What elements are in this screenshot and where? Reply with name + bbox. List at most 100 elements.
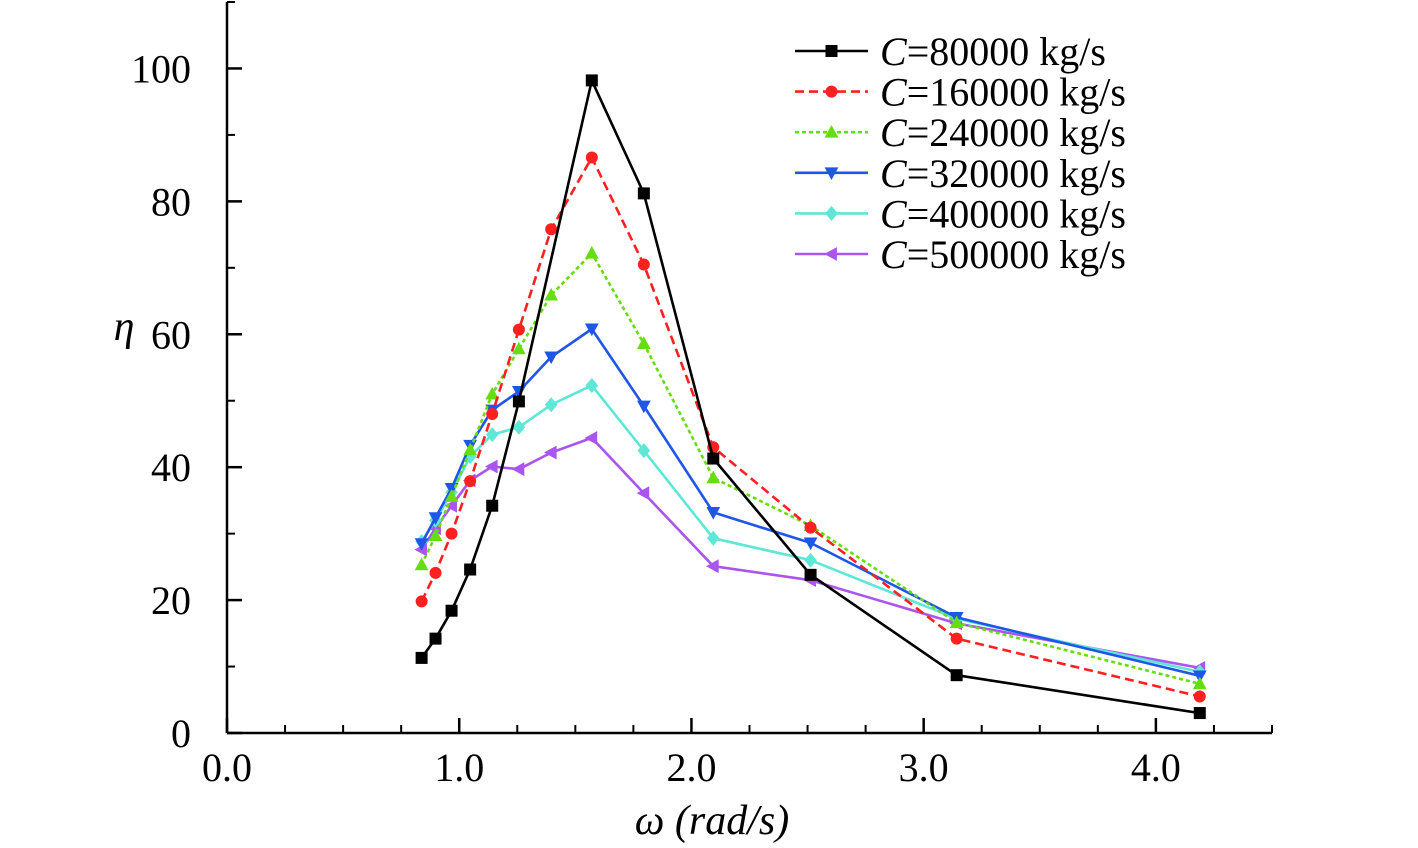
data-point-square — [445, 604, 458, 617]
y-tick-label: 20 — [151, 578, 191, 623]
data-point-square — [415, 651, 428, 664]
data-point-diamond — [512, 419, 526, 435]
legend-item: C=500000 kg/s — [795, 232, 1126, 277]
legend-label: C=500000 kg/s — [880, 232, 1126, 277]
data-point-circle — [429, 566, 442, 579]
legend-label-rest: =240000 kg/s — [907, 110, 1126, 155]
data-point-diamond — [585, 377, 599, 393]
legend-label: C=160000 kg/s — [880, 70, 1126, 115]
data-point-circle — [545, 223, 558, 236]
data-point-circle — [825, 85, 838, 98]
data-point-triangle-up — [512, 341, 526, 355]
data-point-triangle-left — [511, 462, 525, 477]
data-point-triangle-up — [463, 442, 478, 456]
legend-label-var: C — [880, 29, 908, 74]
data-point-circle — [804, 521, 817, 534]
y-tick-label: 0 — [171, 711, 191, 756]
x-tick-label: 4.0 — [1131, 745, 1181, 790]
x-tick-label: 2.0 — [666, 745, 716, 790]
legend-item: C=240000 kg/s — [795, 110, 1126, 155]
x-axis-title-text: ω (rad/s) — [635, 798, 790, 844]
legend-label-rest: =80000 kg/s — [907, 29, 1106, 74]
data-point-circle — [445, 527, 458, 540]
data-point-triangle-down — [803, 537, 818, 551]
data-point-triangle-left — [543, 445, 557, 460]
legend-item: C=80000 kg/s — [795, 29, 1106, 74]
data-point-triangle-up — [1192, 676, 1207, 690]
data-point-triangle-left — [444, 498, 457, 513]
series-1 — [415, 74, 1206, 720]
legend-label-rest: =320000 kg/s — [907, 151, 1126, 196]
legend-label-rest: =500000 kg/s — [907, 232, 1126, 277]
data-point-triangle-up — [428, 528, 443, 542]
data-point-square — [1193, 707, 1206, 720]
data-point-circle — [637, 258, 650, 271]
x-tick-label: 0.0 — [202, 745, 252, 790]
data-point-square — [707, 452, 720, 465]
data-point-triangle-down — [414, 538, 429, 551]
data-point-triangle-up — [636, 336, 651, 349]
legend-label-var: C — [880, 191, 908, 236]
data-point-square — [637, 187, 650, 200]
data-point-triangle-left — [584, 431, 598, 445]
legend-label-var: C — [880, 151, 908, 196]
legend-label: C=400000 kg/s — [880, 191, 1126, 236]
data-point-square — [825, 45, 838, 57]
axes: 0.0 1.0 2.0 3.0 4.0 0 20 40 60 80 100 — [131, 1, 1273, 790]
data-point-triangle-down — [824, 167, 839, 180]
data-point-circle — [585, 151, 598, 164]
y-tick-label: 80 — [151, 179, 191, 224]
data-point-triangle-left — [636, 486, 650, 500]
data-point-circle — [1193, 690, 1206, 703]
data-point-triangle-left — [824, 247, 837, 261]
data-point-triangle-left — [484, 459, 498, 474]
data-point-triangle-down — [428, 512, 443, 525]
y-tick-label: 100 — [131, 46, 191, 91]
legend-item: C=400000 kg/s — [795, 191, 1126, 236]
data-point-triangle-up — [544, 287, 559, 301]
legend-label: C=320000 kg/s — [880, 151, 1126, 196]
x-tick-label: 1.0 — [434, 745, 484, 790]
y-tick-label: 60 — [151, 312, 191, 357]
legend-item: C=320000 kg/s — [795, 151, 1126, 196]
data-point-triangle-up — [706, 470, 721, 484]
data-point-square — [486, 499, 499, 512]
data-point-circle — [512, 323, 525, 336]
y-axis-title: η — [114, 304, 135, 350]
legend: C=80000 kg/sC=160000 kg/sC=240000 kg/sC=… — [795, 29, 1126, 277]
data-point-triangle-down — [544, 351, 559, 365]
data-point-circle — [950, 632, 963, 645]
data-point-triangle-up — [824, 125, 839, 138]
legend-label-var: C — [880, 110, 908, 155]
data-point-triangle-down — [706, 506, 721, 520]
legend-item: C=160000 kg/s — [795, 70, 1126, 115]
series-line — [420, 327, 1201, 678]
series-3 — [414, 245, 1207, 690]
data-point-triangle-left — [706, 559, 719, 574]
data-point-square — [429, 632, 442, 645]
data-point-circle — [486, 408, 499, 421]
data-point-diamond — [825, 205, 838, 221]
y-tick-label: 40 — [151, 445, 191, 490]
data-point-diamond — [544, 397, 558, 413]
data-point-diamond — [637, 443, 651, 459]
series-4 — [414, 323, 1207, 684]
legend-label-var: C — [880, 232, 908, 277]
data-point-square — [950, 669, 963, 682]
legend-label: C=80000 kg/s — [880, 29, 1106, 74]
data-point-triangle-up — [949, 615, 964, 629]
legend-label-rest: =400000 kg/s — [907, 191, 1126, 236]
x-tick-label: 3.0 — [899, 745, 949, 790]
data-point-square — [464, 563, 477, 576]
data-point-square — [512, 395, 525, 408]
x-axis-title: ω (rad/s) — [635, 798, 790, 844]
data-point-triangle-up — [485, 386, 500, 400]
data-point-diamond — [485, 427, 499, 443]
data-point-circle — [464, 475, 477, 488]
data-point-triangle-down — [636, 400, 651, 414]
data-point-diamond — [706, 530, 720, 546]
data-point-triangle-up — [444, 489, 459, 502]
legend-label-rest: =160000 kg/s — [907, 70, 1126, 115]
data-point-diamond — [804, 552, 817, 568]
